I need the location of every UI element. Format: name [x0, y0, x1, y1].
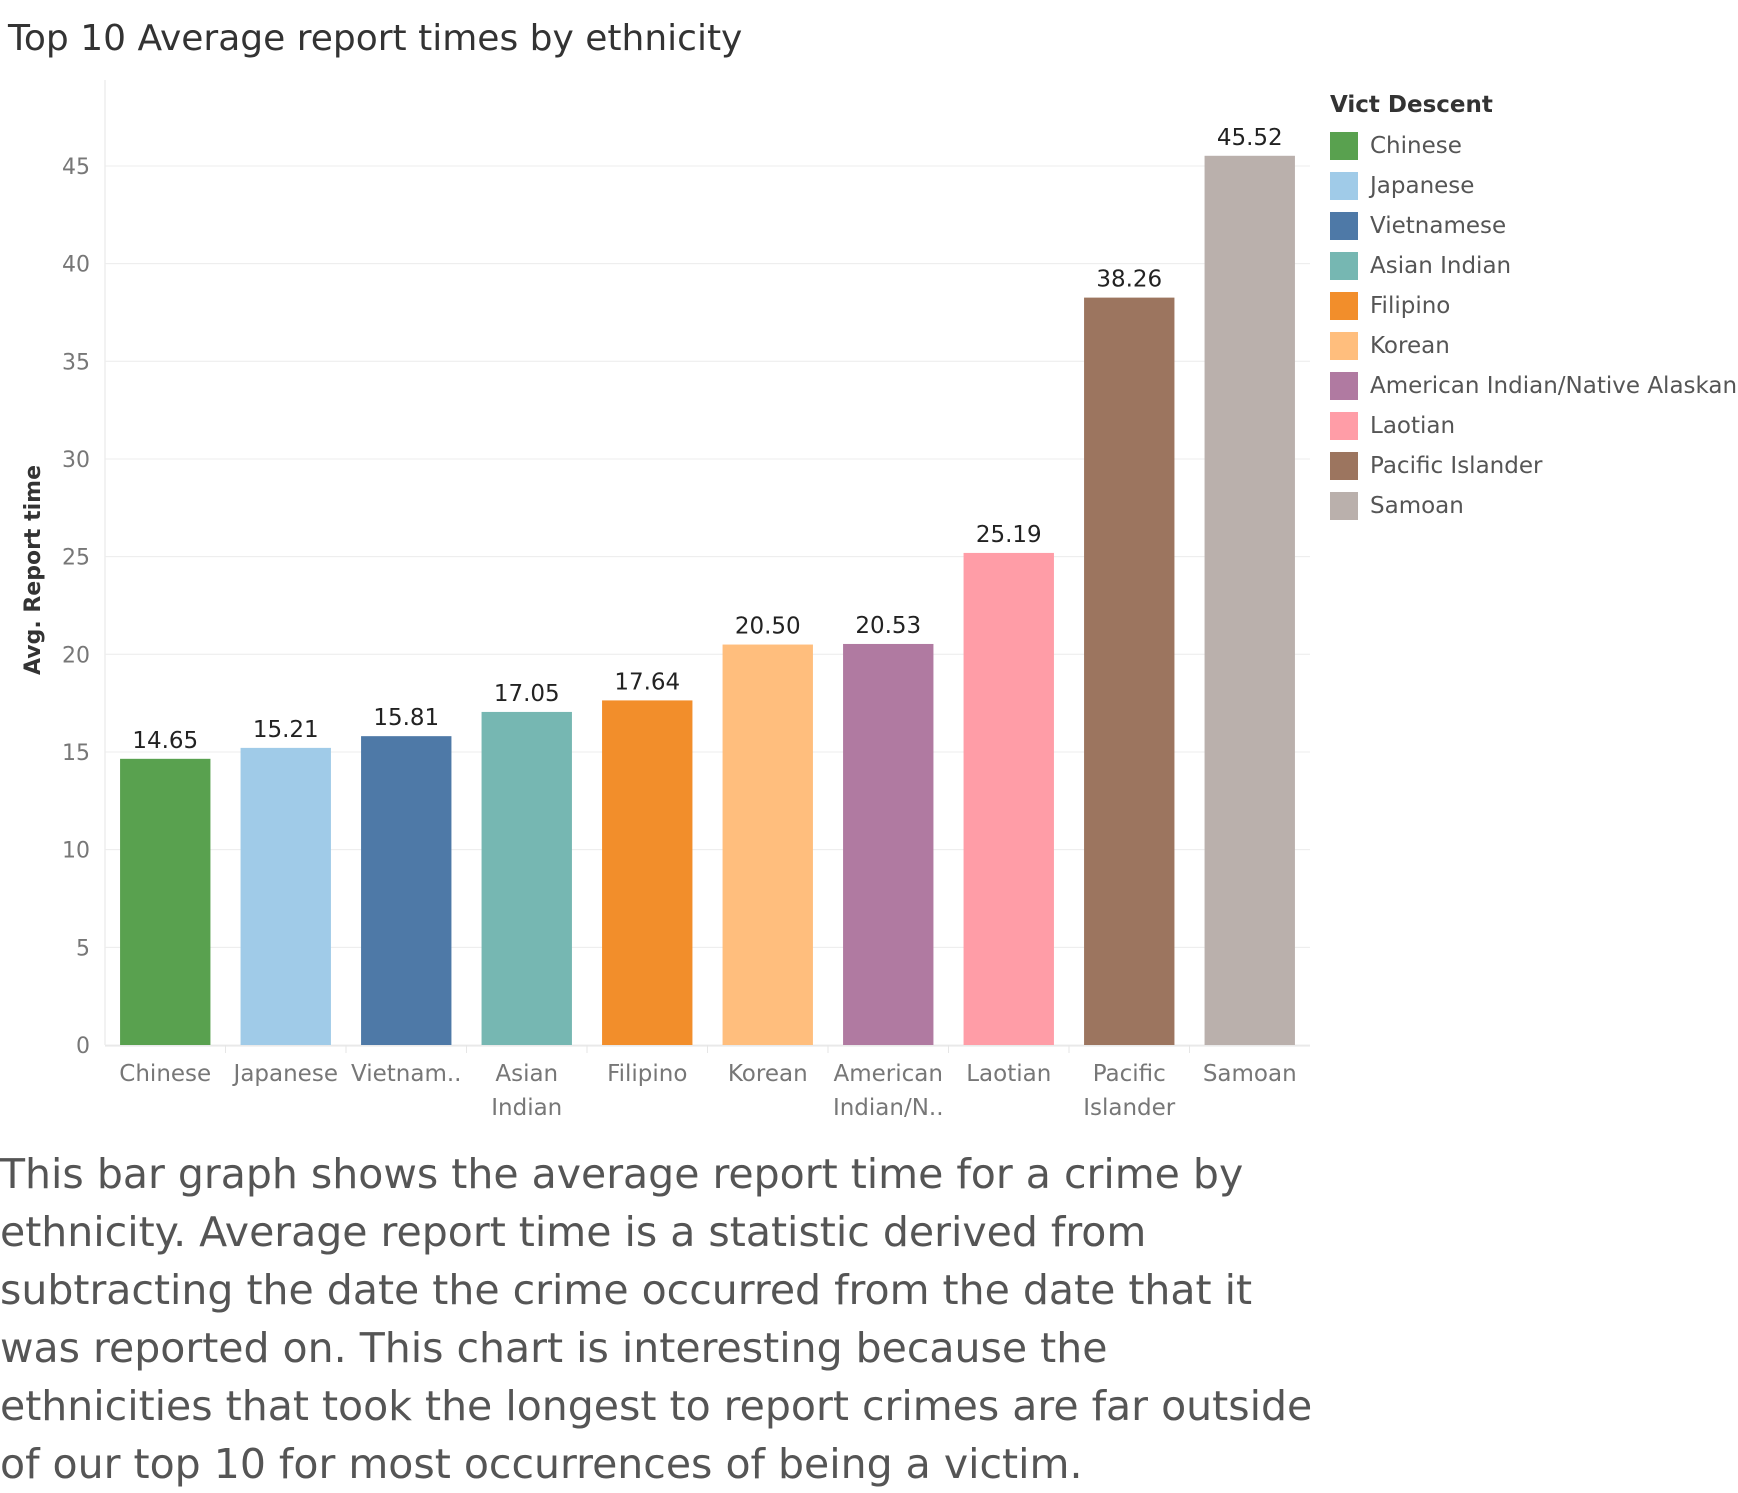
- data-label: 17.64: [614, 669, 680, 695]
- x-tick-label: Laotian: [966, 1061, 1051, 1087]
- x-tick-label: American: [834, 1061, 943, 1087]
- legend-swatch: [1330, 212, 1358, 240]
- legend: Vict Descent Chinese Japanese Vietnamese As…: [1330, 92, 1737, 526]
- legend-item[interactable]: Pacific Islander: [1330, 446, 1737, 486]
- y-tick-label: 25: [62, 546, 90, 571]
- legend-item[interactable]: Korean: [1330, 326, 1737, 366]
- y-axis-ticks: 0 5 10 15 20 25 30 35 40 45: [62, 155, 90, 1059]
- legend-label: Japanese: [1370, 173, 1475, 199]
- legend-items: Chinese Japanese Vietnamese Asian Indian Fil…: [1330, 126, 1737, 526]
- y-tick-label: 10: [62, 839, 90, 864]
- legend-swatch: [1330, 132, 1358, 160]
- y-tick-label: 20: [62, 643, 90, 668]
- bar[interactable]: [843, 643, 934, 1045]
- bar[interactable]: [120, 758, 211, 1045]
- data-label: 25.19: [976, 522, 1042, 548]
- x-tick-label: Indian/N..: [833, 1095, 944, 1121]
- y-tick-label: 15: [62, 741, 90, 766]
- y-tick-label: 5: [76, 936, 90, 961]
- bars: [120, 155, 1295, 1045]
- legend-label: Vietnamese: [1370, 213, 1507, 239]
- bar[interactable]: [361, 736, 452, 1045]
- bar[interactable]: [602, 700, 693, 1045]
- legend-swatch: [1330, 412, 1358, 440]
- legend-swatch: [1330, 252, 1358, 280]
- legend-swatch: [1330, 332, 1358, 360]
- legend-item[interactable]: Japanese: [1330, 166, 1737, 206]
- legend-swatch: [1330, 452, 1358, 480]
- y-tick-label: 45: [62, 155, 90, 180]
- data-label: 20.53: [855, 613, 921, 639]
- x-tick-label: Asian: [495, 1061, 558, 1087]
- x-tick-label: Samoan: [1203, 1061, 1297, 1087]
- bar[interactable]: [722, 644, 813, 1045]
- legend-label: Laotian: [1370, 413, 1456, 439]
- bar[interactable]: [963, 552, 1054, 1045]
- y-tick-label: 30: [62, 448, 90, 473]
- x-tick-label: Korean: [728, 1061, 808, 1087]
- legend-swatch: [1330, 172, 1358, 200]
- y-axis-label: Avg. Report time: [21, 465, 46, 675]
- legend-label: Pacific Islander: [1370, 453, 1543, 479]
- bar[interactable]: [481, 711, 572, 1045]
- chart-title: Top 10 Average report times by ethnicity: [8, 18, 743, 59]
- legend-label: Chinese: [1370, 133, 1462, 159]
- x-tick-label: Vietnam..: [351, 1061, 462, 1087]
- y-tick-label: 0: [76, 1034, 90, 1059]
- x-tick-label: Japanese: [232, 1061, 338, 1087]
- data-label: 17.05: [494, 681, 560, 707]
- data-label: 45.52: [1217, 125, 1283, 151]
- legend-item[interactable]: Samoan: [1330, 486, 1737, 526]
- x-tick-label: Pacific: [1093, 1061, 1166, 1087]
- legend-item[interactable]: Vietnamese: [1330, 206, 1737, 246]
- legend-swatch: [1330, 292, 1358, 320]
- legend-label: Samoan: [1370, 493, 1464, 519]
- legend-item[interactable]: Asian Indian: [1330, 246, 1737, 286]
- data-label: 20.50: [735, 614, 801, 640]
- legend-label: Asian Indian: [1370, 253, 1512, 279]
- legend-swatch: [1330, 492, 1358, 520]
- x-tick-label: Chinese: [119, 1061, 211, 1087]
- legend-item[interactable]: Filipino: [1330, 286, 1737, 326]
- bar[interactable]: [1084, 297, 1175, 1045]
- y-tick-label: 35: [62, 350, 90, 375]
- caption: This bar graph shows the average report …: [0, 1150, 1313, 1488]
- data-label: 38.26: [1096, 267, 1162, 293]
- y-tick-label: 40: [62, 253, 90, 278]
- data-label: 15.21: [253, 717, 319, 743]
- legend-item[interactable]: Chinese: [1330, 126, 1737, 166]
- x-tick-label: Indian: [491, 1095, 562, 1121]
- x-tick-label: Islander: [1083, 1095, 1176, 1121]
- data-label: 15.81: [373, 705, 439, 731]
- legend-label: Korean: [1370, 333, 1450, 359]
- legend-item[interactable]: American Indian/Native Alaskan: [1330, 366, 1737, 406]
- data-labels: 14.65 15.21 15.81 17.05 17.64 20.50 20.53 25.19…: [132, 125, 1282, 754]
- data-label: 14.65: [132, 728, 198, 754]
- x-tick-label: Filipino: [607, 1061, 687, 1087]
- legend-label: Filipino: [1370, 293, 1451, 319]
- legend-swatch: [1330, 372, 1358, 400]
- legend-label: American Indian/Native Alaskan: [1370, 373, 1738, 399]
- x-axis-ticks: Chinese Japanese Vietnam.. Asian Indian Filip…: [105, 1045, 1310, 1121]
- legend-title: Vict Descent: [1330, 92, 1493, 118]
- bar[interactable]: [240, 747, 331, 1045]
- legend-item[interactable]: Laotian: [1330, 406, 1737, 446]
- bar[interactable]: [1204, 155, 1295, 1045]
